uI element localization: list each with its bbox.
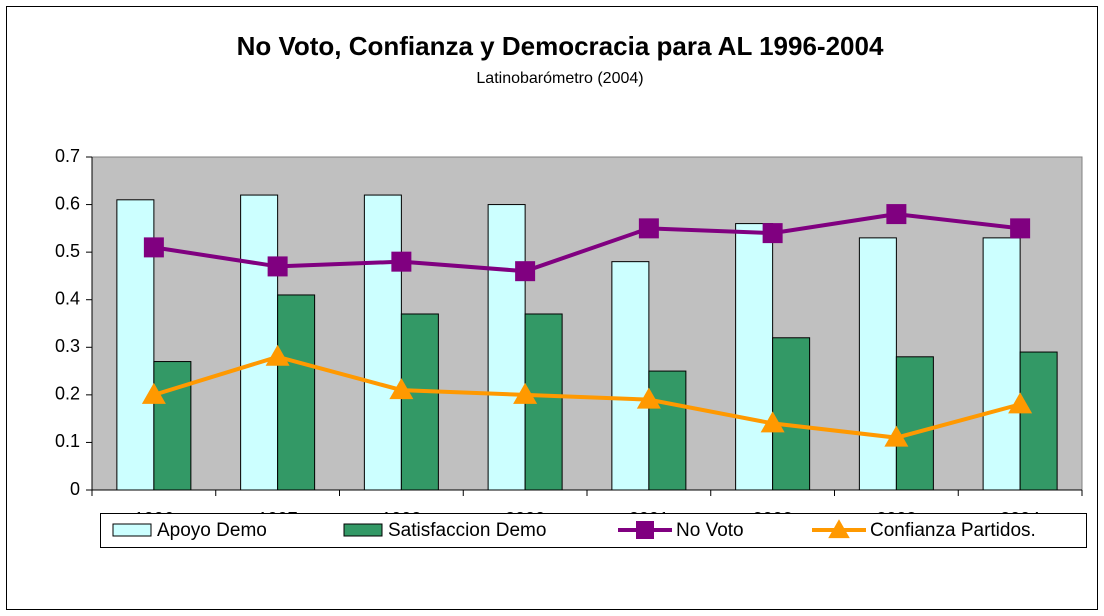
legend-label: Confianza Partidos. bbox=[870, 520, 1036, 541]
bar bbox=[648, 370, 687, 491]
legend-label: Apoyo Demo bbox=[157, 520, 267, 541]
y-tick-label: 0 bbox=[70, 479, 80, 499]
marker bbox=[265, 344, 290, 366]
marker bbox=[762, 223, 783, 244]
line bbox=[153, 212, 1021, 274]
legend-label: No Voto bbox=[676, 520, 744, 541]
y-tick-label: 0.7 bbox=[55, 146, 80, 166]
legend-marker bbox=[636, 521, 654, 539]
bar bbox=[240, 194, 279, 491]
legend bbox=[100, 513, 1087, 548]
marker bbox=[141, 382, 166, 404]
chart-subtitle: Latinobarómetro (2004) bbox=[476, 70, 643, 87]
marker bbox=[513, 382, 538, 404]
bar bbox=[982, 237, 1021, 491]
marker bbox=[760, 411, 785, 433]
bar bbox=[153, 361, 192, 491]
y-tick-label: 0.6 bbox=[55, 193, 80, 213]
marker bbox=[391, 251, 412, 272]
legend-swatch bbox=[343, 523, 383, 537]
line bbox=[153, 354, 1021, 440]
legend-label: Satisfaccion Demo bbox=[388, 520, 546, 541]
marker bbox=[1010, 218, 1031, 239]
marker bbox=[515, 261, 536, 282]
y-tick-label: 0.3 bbox=[55, 336, 80, 356]
bar bbox=[858, 237, 897, 491]
bar bbox=[487, 204, 526, 491]
marker bbox=[638, 218, 659, 239]
bar bbox=[611, 261, 650, 491]
marker bbox=[389, 378, 414, 400]
bar bbox=[895, 356, 934, 491]
marker bbox=[143, 237, 164, 258]
y-tick-label: 0.5 bbox=[55, 241, 80, 261]
bar bbox=[735, 223, 774, 491]
marker bbox=[1008, 392, 1033, 414]
bar bbox=[363, 194, 402, 491]
marker bbox=[267, 256, 288, 277]
bar bbox=[1019, 351, 1058, 491]
bar bbox=[400, 313, 439, 491]
bar bbox=[772, 337, 811, 491]
legend-swatch bbox=[112, 523, 152, 537]
marker bbox=[884, 425, 909, 447]
marker bbox=[886, 204, 907, 225]
y-tick-label: 0.2 bbox=[55, 384, 80, 404]
chart-title: No Voto, Confianza y Democracia para AL … bbox=[237, 31, 884, 61]
legend-marker bbox=[828, 519, 850, 539]
marker bbox=[636, 387, 661, 409]
bar bbox=[277, 294, 316, 491]
y-tick-label: 0.4 bbox=[55, 288, 80, 308]
y-tick-label: 0.1 bbox=[55, 431, 80, 451]
